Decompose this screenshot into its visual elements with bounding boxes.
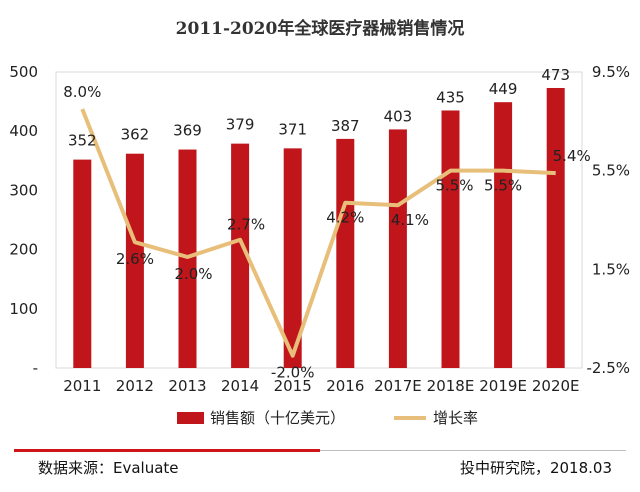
bar-value-label: 473 bbox=[541, 66, 570, 84]
left-axis-ticks: - 100 200 300 400 500 bbox=[9, 63, 38, 377]
x-axis-tick: 2017E bbox=[374, 377, 422, 395]
right-axis-tick: -2.5% bbox=[586, 359, 630, 377]
left-axis-tick: 200 bbox=[9, 241, 38, 259]
bar-2012 bbox=[125, 153, 144, 368]
legend-bar-label: 销售额（十亿美元） bbox=[210, 409, 345, 427]
bar-value-label: 371 bbox=[278, 120, 307, 138]
footer-rule-gray bbox=[320, 450, 626, 451]
chart-title: 2011-2020年全球医疗器械销售情况 bbox=[176, 18, 465, 39]
x-axis-tick: 2020E bbox=[532, 377, 580, 395]
bar-2014 bbox=[231, 143, 250, 368]
source-text: 数据来源：Evaluate bbox=[38, 459, 179, 477]
growth-line bbox=[80, 108, 556, 358]
bar-2016 bbox=[336, 138, 355, 368]
growth-value-label: 4.1% bbox=[391, 211, 429, 229]
x-axis-tick: 2014 bbox=[221, 377, 259, 395]
bar-value-label: 352 bbox=[68, 132, 97, 150]
growth-value-label: 5.5% bbox=[484, 177, 522, 195]
left-axis-tick: 100 bbox=[9, 300, 38, 318]
credit-text: 投中研究院，2018.03 bbox=[460, 459, 612, 477]
bar-value-label: 435 bbox=[436, 88, 465, 106]
x-axis-tick: 2019E bbox=[479, 377, 527, 395]
data-labels: 352 362 369 379 371 387 403 435 449 473 8.0% 2.6% 2.… bbox=[63, 66, 591, 382]
left-axis-tick: 300 bbox=[9, 181, 38, 199]
growth-value-label: 5.4% bbox=[553, 147, 591, 165]
right-axis-ticks: -2.5% 1.5% 5.5% 9.5% bbox=[586, 63, 630, 377]
bar-value-label: 403 bbox=[384, 107, 413, 125]
bar-2011 bbox=[73, 159, 92, 368]
line-series bbox=[80, 108, 556, 358]
plot-frame bbox=[55, 71, 583, 369]
growth-value-label: 2.6% bbox=[116, 250, 154, 268]
bar-value-label: 369 bbox=[173, 122, 202, 140]
growth-value-label: 8.0% bbox=[63, 83, 101, 101]
right-axis-tick: 5.5% bbox=[592, 162, 630, 180]
left-axis-tick: - bbox=[33, 359, 38, 377]
x-axis-ticks: 2011 2012 2013 2014 2015 2016 2017E 2018E 2019E 2… bbox=[63, 377, 579, 395]
x-axis-tick: 2012 bbox=[116, 377, 154, 395]
growth-value-label: 5.5% bbox=[435, 177, 473, 195]
bar-2019E bbox=[494, 102, 513, 368]
x-axis-tick: 2013 bbox=[168, 377, 206, 395]
x-axis-tick: 2015 bbox=[274, 377, 312, 395]
growth-value-label: -2.0% bbox=[271, 364, 315, 382]
bar-value-label: 449 bbox=[489, 80, 518, 98]
left-axis-tick: 500 bbox=[9, 63, 38, 81]
left-axis-tick: 400 bbox=[9, 122, 38, 140]
growth-value-label: 4.2% bbox=[326, 209, 364, 227]
legend-bar-swatch bbox=[177, 412, 204, 424]
x-axis-tick: 2016 bbox=[326, 377, 364, 395]
bar-value-label: 362 bbox=[121, 126, 150, 144]
right-axis-tick: 9.5% bbox=[592, 63, 630, 81]
bar-2017E bbox=[388, 129, 407, 368]
bar-value-label: 387 bbox=[331, 117, 360, 135]
right-axis-tick: 1.5% bbox=[592, 260, 630, 278]
legend-line-label: 增长率 bbox=[433, 409, 478, 427]
bar-2015 bbox=[283, 148, 302, 368]
legend: 销售额（十亿美元） 增长率 bbox=[177, 409, 478, 427]
x-axis-tick: 2018E bbox=[427, 377, 475, 395]
bar-value-label: 379 bbox=[226, 116, 255, 134]
footer-rule-red bbox=[14, 449, 320, 452]
growth-value-label: 2.0% bbox=[174, 265, 212, 283]
bar-2020E bbox=[546, 87, 565, 368]
growth-value-label: 2.7% bbox=[227, 216, 265, 234]
bar-2018E bbox=[441, 110, 460, 368]
x-axis-tick: 2011 bbox=[63, 377, 101, 395]
